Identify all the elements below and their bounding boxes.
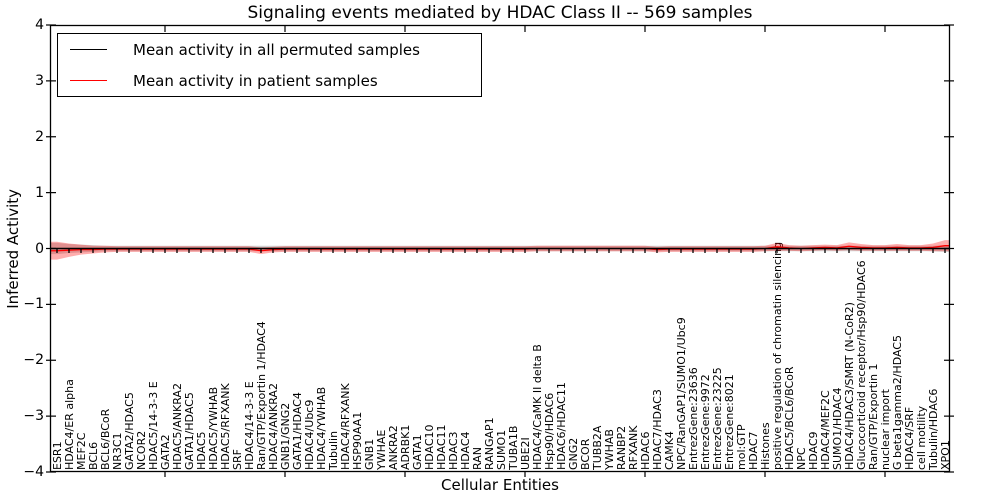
x-tick-label: ADRBK1 [399,424,412,470]
x-tick-label: SRF [231,449,244,470]
x-tick-label: EntrezGene:23225 [711,367,724,470]
x-tick-label: SUMO1/HDAC4 [831,387,844,470]
x-tick-label: BCOR [579,438,592,470]
x-tick-label: positive regulation of chromatin silenci… [771,241,784,470]
x-tick-label: HDAC5/RFXANK [219,383,232,470]
x-tick-label: GATA2/HDAC5 [123,392,136,470]
x-tick-label: Tubulin/HDAC6 [927,388,940,470]
x-tick-label: YWHAB [603,429,616,470]
x-tick-label: HDAC5/ANKRA2 [171,383,184,470]
y-tick-label: 4 [35,17,44,33]
x-tick-label: HDAC4/Ubc9 [303,399,316,470]
x-tick-label: GNB1 [363,438,376,470]
y-tick-label: −2 [23,352,44,369]
x-tick-label: HDAC4/MEF2C [819,390,832,470]
x-tick-label: HDAC6 [639,431,652,470]
y-tick-label: 0 [35,240,44,257]
legend-entry-patient: Mean activity in patient samples [58,66,481,96]
x-tick-label: Hsp90/HDAC6 [543,392,556,470]
x-tick-label: BCL6 [87,441,100,470]
y-tick-label: 1 [35,184,44,201]
x-tick-label: HDAC7 [747,431,760,470]
x-tick-label: RAN [471,447,484,470]
x-tick-label: G beta1gamma2/HDAC5 [891,335,904,470]
x-tick-label: Ran/GTP/Exportin 1 [867,363,880,470]
x-tick-label: ESR1 [51,441,64,470]
x-tick-label: HDAC5 [195,431,208,470]
x-tick-label: MEF2C [75,432,88,470]
x-tick-label: GATA2 [159,434,172,470]
y-tick-label: −4 [23,464,44,480]
x-tick-label: EntrezGene:23636 [687,367,700,470]
x-tick-label: HDAC5/BCL6/BCoR [783,366,796,470]
x-tick-label: HDAC4/HDAC3/SMRT (N-CoR2) [843,302,856,470]
x-tick-label: HDAC5/14-3-3 E [147,381,160,470]
x-tick-label: HSP90AA1 [351,411,364,470]
x-tick-label: HDAC4 [459,431,472,470]
x-tick-label: EntrezGene:9972 [699,374,712,470]
x-tick-label: HDAC4/ER alpha [63,379,76,470]
y-tick-label: −3 [23,408,44,425]
red-line-icon [70,80,107,81]
x-tick-label: GNB1/GNG2 [279,402,292,470]
x-tick-label: HDAC10 [423,424,436,470]
y-tick-label: 3 [35,72,44,89]
x-tick-label: YWHAE [375,429,388,470]
x-tick-label: HDAC3 [447,431,460,470]
legend-label-permuted: Mean activity in all permuted samples [133,40,420,59]
x-tick-label: GNG2 [567,437,580,470]
x-tick-label: HDAC4/14-3-3 E [243,381,256,470]
x-tick-label: NR3C1 [111,432,124,470]
x-tick-label: Glucocorticoid receptor/Hsp90/HDAC6 [855,260,868,470]
x-tick-label: GATA1/HDAC5 [183,392,196,470]
x-tick-label: RFXANK [627,425,640,470]
x-tick-label: RANBP2 [615,425,628,470]
x-tick-label: NPC/RanGAP1/SUMO1/Ubc9 [675,317,688,470]
x-tick-label: RANGAP1 [483,417,496,470]
y-tick-label: 2 [35,128,44,145]
x-tick-label: SUMO1 [495,429,508,470]
x-tick-label: UBE2I [519,437,532,470]
x-tick-label: NPC [795,447,808,470]
x-tick-label: EntrezGene:8021 [723,374,736,470]
x-tick-label: HDAC4/CaMK II delta B [531,344,544,470]
x-tick-label: HDAC5/YWHAB [207,386,220,470]
y-tick-label: −1 [23,296,44,313]
black-line-icon [70,49,107,50]
x-tick-label: XPO1 [939,440,952,470]
legend: Mean activity in all permuted samples Me… [57,33,482,97]
x-tick-label: HDAC9 [807,431,820,470]
x-tick-label: nuclear import [879,389,892,470]
legend-entry-permuted: Mean activity in all permuted samples [58,35,481,65]
x-tick-label: Ran/GTP/Exportin 1/HDAC4 [255,321,268,470]
x-tick-label: mol:GTP [735,424,748,470]
x-tick-label: HDAC4/YWHAB [315,386,328,470]
x-tick-label: HDAC4/ANKRA2 [267,383,280,470]
x-tick-label: ANKRA2 [387,425,400,470]
x-tick-label: HDAC11 [435,424,448,470]
x-tick-label: cell motility [915,405,928,470]
legend-label-patient: Mean activity in patient samples [133,71,378,90]
x-tick-label: TUBB2A [591,425,604,470]
x-tick-label: GATA1/HDAC4 [291,392,304,470]
chart-title: Signaling events mediated by HDAC Class … [247,3,753,23]
x-axis-label: Cellular Entities [441,476,559,494]
x-tick-label: BCL6/BCoR [99,408,112,470]
x-tick-label: GATA1 [411,434,424,470]
x-tick-label: TUBA1B [507,425,520,470]
x-tick-label: CAMK4 [663,431,676,470]
x-tick-label: HDAC7/HDAC3 [651,389,664,470]
x-tick-label: HDAC4/RFXANK [339,383,352,470]
x-tick-label: Tubulin [327,430,340,470]
x-tick-label: HDAC6/HDAC11 [555,382,568,470]
x-tick-label: HDAC4/SRF [903,406,916,470]
x-tick-label: NCOR2 [135,430,148,470]
x-tick-label: Histones [759,422,772,470]
